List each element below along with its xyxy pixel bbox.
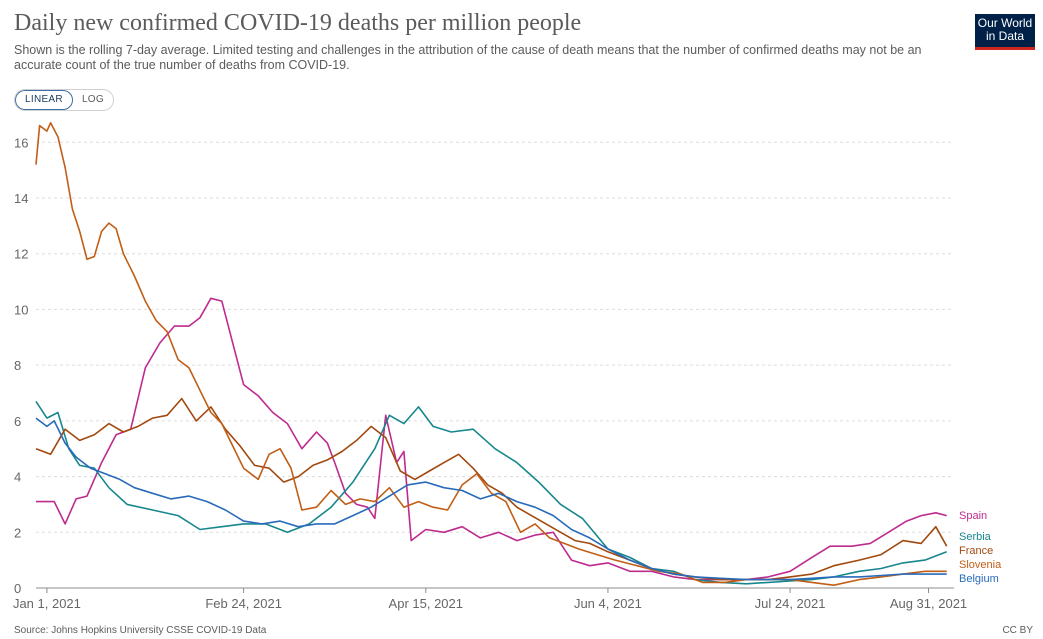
chart-grid	[36, 141, 954, 589]
owid-logo[interactable]: Our World in Data	[975, 14, 1035, 50]
series-line-spain[interactable]	[36, 297, 947, 581]
y-tick-label: 6	[14, 414, 21, 429]
y-tick-label: 12	[14, 247, 28, 262]
y-tick-label: 0	[14, 581, 21, 596]
source-note: Source: Johns Hopkins University CSSE CO…	[14, 625, 267, 636]
x-tick-label: Jul 24, 2021	[755, 596, 826, 611]
series-label-belgium[interactable]: Belgium	[959, 573, 999, 585]
chart-title: Daily new confirmed COVID-19 deaths per …	[14, 10, 582, 36]
y-tick-label: 2	[14, 525, 21, 540]
series-label-france[interactable]: France	[959, 545, 993, 557]
series-line-france[interactable]	[35, 397, 948, 581]
y-tick-label: 10	[14, 302, 28, 317]
x-tick-label: Jun 4, 2021	[574, 596, 642, 611]
series-end-labels: Spain Serbia France Slovenia Belgium	[959, 510, 1002, 585]
scale-toggle: LINEAR LOG	[14, 89, 114, 111]
logo-line-1: Our World	[977, 16, 1033, 30]
series-label-spain[interactable]: Spain	[959, 510, 987, 522]
log-scale-button[interactable]: LOG	[81, 94, 104, 105]
y-tick-label: 14	[14, 191, 28, 206]
y-axis-ticks: 0 2 4 6 8 10 12 14 16	[14, 135, 28, 596]
series-label-serbia[interactable]: Serbia	[959, 531, 992, 543]
y-tick-label: 16	[14, 135, 28, 150]
series-label-slovenia[interactable]: Slovenia	[959, 559, 1002, 571]
y-tick-label: 8	[14, 358, 21, 373]
linear-scale-button[interactable]: LINEAR	[15, 90, 73, 110]
y-tick-label: 4	[14, 470, 21, 485]
x-tick-label: Feb 24, 2021	[205, 596, 282, 611]
license-link[interactable]: CC BY	[1002, 625, 1033, 636]
chart-series	[35, 122, 948, 586]
chart-subtitle: Shown is the rolling 7-day average. Limi…	[14, 43, 922, 72]
x-tick-label: Aug 31, 2021	[890, 596, 967, 611]
series-line-slovenia[interactable]	[35, 122, 947, 586]
logo-line-2: in Data	[985, 29, 1025, 43]
x-tick-label: Apr 15, 2021	[389, 596, 463, 611]
x-tick-label: Jan 1, 2021	[13, 596, 81, 611]
series-line-serbia[interactable]	[35, 400, 947, 585]
x-axis-ticks: Jan 1, 2021 Feb 24, 2021 Apr 15, 2021 Jun 4…	[13, 588, 967, 611]
series-line-belgium[interactable]	[35, 417, 947, 581]
